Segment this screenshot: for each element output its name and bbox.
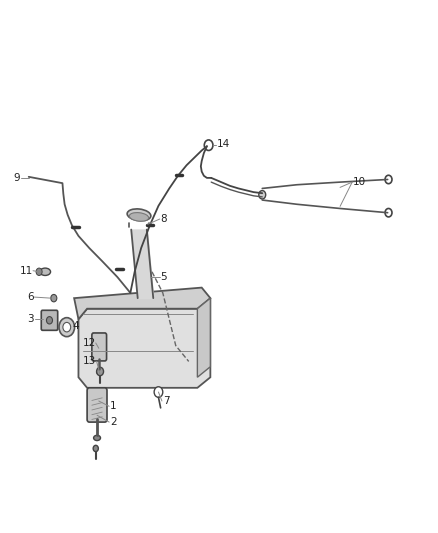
FancyBboxPatch shape: [87, 388, 107, 422]
Text: 8: 8: [161, 214, 167, 224]
Circle shape: [204, 140, 213, 150]
Circle shape: [46, 317, 53, 324]
Text: 3: 3: [28, 314, 34, 324]
Text: 9: 9: [14, 173, 20, 183]
FancyBboxPatch shape: [92, 333, 106, 361]
Circle shape: [51, 294, 57, 302]
Ellipse shape: [40, 268, 50, 276]
Ellipse shape: [127, 209, 151, 221]
Circle shape: [154, 387, 163, 397]
Ellipse shape: [129, 213, 148, 221]
Ellipse shape: [94, 435, 100, 441]
Circle shape: [385, 175, 392, 184]
Circle shape: [36, 268, 42, 276]
Text: 10: 10: [353, 177, 366, 187]
Text: 11: 11: [20, 266, 33, 276]
Text: 2: 2: [110, 417, 117, 427]
Ellipse shape: [97, 370, 102, 374]
Text: 12: 12: [83, 338, 96, 348]
Ellipse shape: [93, 445, 99, 451]
Text: 1: 1: [110, 401, 117, 411]
Circle shape: [97, 367, 103, 376]
Text: 7: 7: [163, 396, 170, 406]
Circle shape: [59, 318, 74, 337]
Text: 14: 14: [217, 139, 230, 149]
Circle shape: [259, 191, 266, 199]
Text: 13: 13: [83, 357, 96, 367]
Circle shape: [63, 322, 71, 332]
Polygon shape: [198, 298, 210, 377]
Text: 6: 6: [28, 292, 34, 302]
Text: 4: 4: [72, 320, 78, 330]
FancyBboxPatch shape: [41, 310, 58, 330]
Polygon shape: [74, 288, 210, 319]
Polygon shape: [78, 298, 210, 388]
Text: 5: 5: [161, 272, 167, 282]
Circle shape: [385, 208, 392, 217]
